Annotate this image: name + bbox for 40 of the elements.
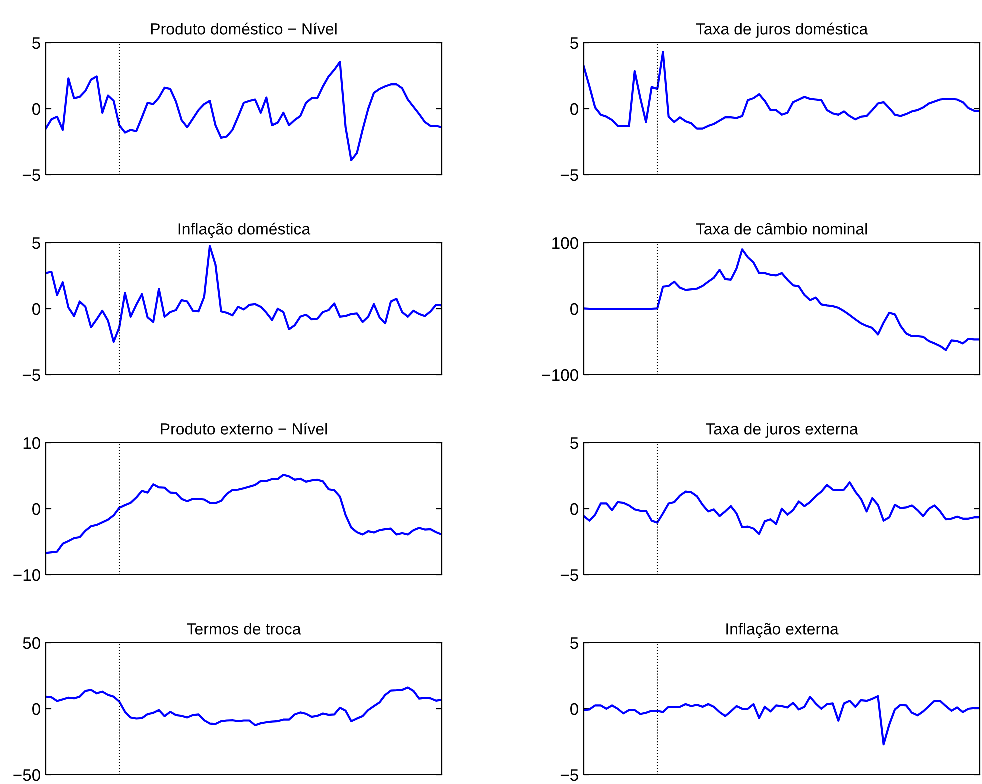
- y-tick-label: 5: [570, 638, 578, 650]
- y-tick-label: −5: [560, 570, 578, 582]
- y-tick-label: 0: [570, 703, 578, 716]
- y-tick-label: 50: [23, 637, 40, 650]
- y-tick-label: 0: [32, 303, 40, 316]
- y-tick-label: −5: [22, 370, 40, 382]
- y-tick-label: −5: [22, 170, 40, 182]
- line-series: [46, 245, 442, 344]
- line-series: [584, 695, 980, 746]
- y-tick-label: −10: [14, 569, 40, 582]
- chart-title: Taxa de juros doméstica: [696, 22, 868, 38]
- line-series: [46, 686, 442, 727]
- y-tick-label: −100: [542, 369, 578, 382]
- y-tick-label: −50: [14, 769, 40, 782]
- y-tick-label: 0: [32, 503, 40, 516]
- chart-title: Inflação externa: [726, 623, 839, 638]
- y-tick-label: 5: [570, 38, 578, 50]
- line-series: [584, 482, 980, 536]
- y-tick-label: 5: [32, 38, 40, 50]
- chart-title: Produto externo − Nível: [161, 422, 328, 435]
- chart-title: Taxa de juros externa: [706, 423, 858, 438]
- y-tick-label: 0: [570, 503, 578, 516]
- y-tick-label: −5: [560, 770, 578, 782]
- line-series: [584, 51, 980, 130]
- y-tick-label: −5: [560, 170, 578, 182]
- y-tick-label: 0: [32, 103, 40, 116]
- chart-title: Produto doméstico − Nível: [151, 22, 337, 35]
- y-tick-label: 10: [24, 437, 40, 450]
- y-tick-label: 5: [570, 438, 578, 450]
- y-tick-label: 100: [552, 237, 578, 250]
- chart-title: Inflação doméstica: [178, 222, 311, 238]
- y-tick-label: 0: [32, 703, 40, 716]
- chart-title: Taxa de câmbio nominal: [696, 223, 868, 235]
- line-series: [46, 474, 442, 554]
- line-series: [584, 248, 980, 352]
- y-tick-label: 5: [32, 238, 40, 250]
- y-tick-label: 0: [570, 103, 578, 116]
- line-series: [46, 61, 442, 162]
- y-tick-label: 0: [570, 303, 578, 316]
- chart-title: Termos de troca: [187, 623, 302, 635]
